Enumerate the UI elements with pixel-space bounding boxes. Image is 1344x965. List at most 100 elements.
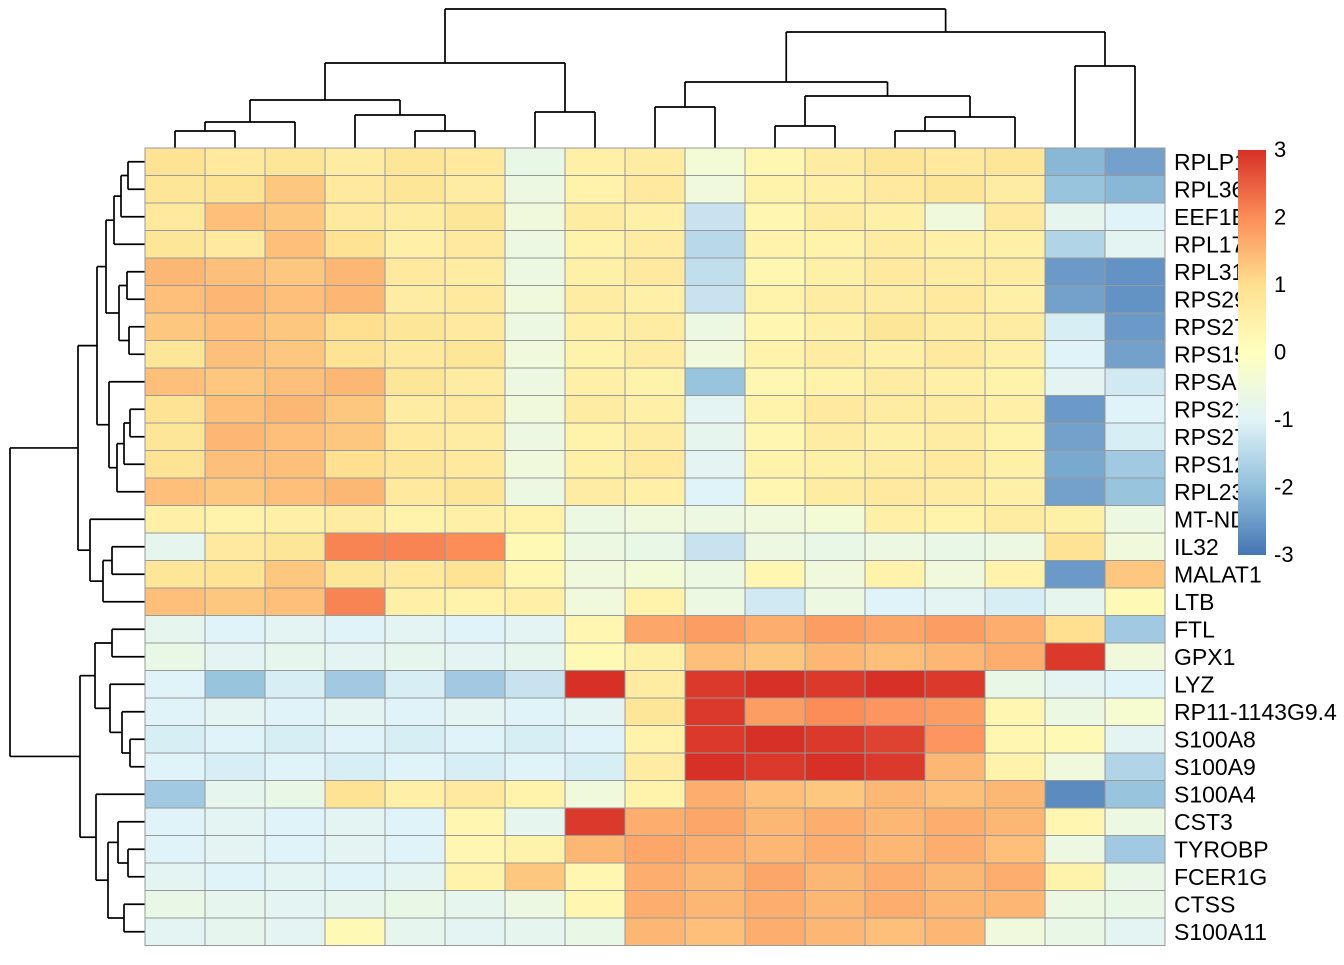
heatmap-cell [984,285,1046,314]
heatmap-cell [1104,890,1166,919]
heatmap-cell [204,450,266,479]
heatmap-cell [324,615,386,644]
heatmap-cell [864,312,926,341]
heatmap-cell [1044,725,1106,754]
heatmap-cell [324,340,386,369]
heatmap-cell [144,642,206,671]
heatmap-cell [804,587,866,616]
heatmap-cell [864,725,926,754]
heatmap-cell [984,752,1046,781]
heatmap-cell [684,450,746,479]
heatmap-cell [984,615,1046,644]
heatmap-cell [264,312,326,341]
heatmap-cell [624,587,686,616]
heatmap-cell [684,835,746,864]
heatmap-cell [984,532,1046,561]
heatmap-cell [924,532,986,561]
heatmap-cell [924,285,986,314]
row-label: FTL [1174,616,1215,642]
heatmap-cell [204,147,266,176]
heatmap-cell [1044,532,1106,561]
heatmap-cell [624,340,686,369]
heatmap-cell [504,752,566,781]
heatmap-cell [264,422,326,451]
heatmap-cell [684,147,746,176]
heatmap-cell [324,175,386,204]
heatmap-cell [144,477,206,506]
heatmap-cell [924,752,986,781]
heatmap-cell [684,615,746,644]
heatmap-cell [984,257,1046,286]
heatmap-cell [384,422,446,451]
heatmap-cell [684,395,746,424]
heatmap-cell [144,780,206,809]
heatmap-cell [744,587,806,616]
heatmap-cell [744,422,806,451]
heatmap-cell [264,285,326,314]
heatmap-cell [564,175,626,204]
heatmap-cell [1044,587,1106,616]
heatmap-cell [564,890,626,919]
heatmap-cell [204,890,266,919]
heatmap-cell [684,752,746,781]
heatmap-cell [684,477,746,506]
heatmap-cell [924,807,986,836]
heatmap-cell [864,862,926,891]
heatmap-cell [984,505,1046,534]
heatmap-cell [504,285,566,314]
heatmap-cell [624,395,686,424]
heatmap-cell [1104,752,1166,781]
heatmap-cell [984,642,1046,671]
heatmap-cell [384,532,446,561]
heatmap-cell [324,477,386,506]
heatmap-cell [684,175,746,204]
heatmap-cell [204,257,266,286]
heatmap-cell [924,147,986,176]
heatmap-cell [564,917,626,946]
heatmap-cell [684,367,746,396]
heatmap-cell [204,312,266,341]
heatmap-cell [504,670,566,699]
heatmap-cell [264,670,326,699]
heatmap-cell [324,835,386,864]
heatmap-cell [504,202,566,231]
heatmap-cell [924,642,986,671]
heatmap-cell [684,560,746,589]
heatmap-cell [504,532,566,561]
heatmap-cell [1044,835,1106,864]
heatmap-cell [624,807,686,836]
heatmap-cell [564,422,626,451]
heatmap-cell [204,175,266,204]
heatmap-cell [204,560,266,589]
heatmap-cell [204,615,266,644]
heatmap-cell [864,615,926,644]
heatmap-cell [564,312,626,341]
heatmap-cell [324,780,386,809]
heatmap-cell [744,697,806,726]
heatmap-cell [864,175,926,204]
heatmap-cell [444,780,506,809]
heatmap-cell [144,917,206,946]
heatmap-cell [624,780,686,809]
heatmap-cell [504,697,566,726]
row-label: RPL17 [1174,231,1244,257]
legend-tick-label: -1 [1274,407,1294,432]
heatmap-cell [864,697,926,726]
heatmap-cell [1104,835,1166,864]
heatmap-cell [564,367,626,396]
heatmap-cell [384,752,446,781]
heatmap-cell [684,312,746,341]
heatmap-cell [504,725,566,754]
heatmap-cell [1044,257,1106,286]
heatmap-cell [1104,670,1166,699]
heatmap-cell [204,230,266,259]
heatmap-cell [144,532,206,561]
heatmap-cell [804,340,866,369]
row-label: LTB [1174,589,1214,615]
heatmap-cell [264,175,326,204]
row-dendrogram [9,160,145,933]
heatmap-cell [924,230,986,259]
heatmap-cell [744,862,806,891]
heatmap-cell [624,147,686,176]
heatmap-cell [1044,917,1106,946]
